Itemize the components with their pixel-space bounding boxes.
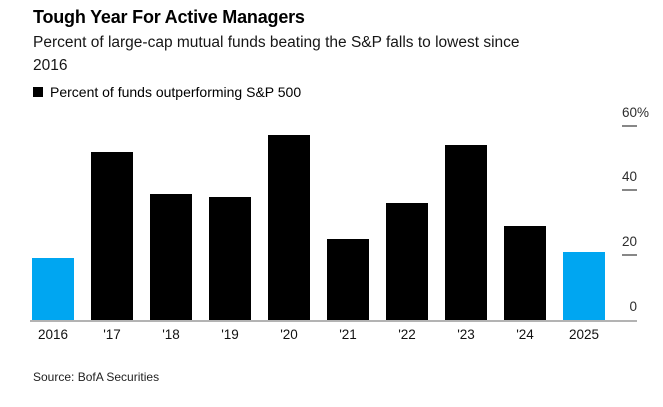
bar-23 (445, 145, 487, 320)
y-tick-label-20: 20 (621, 234, 637, 250)
x-label-22: '22 (398, 327, 416, 342)
x-axis-line (30, 320, 637, 322)
x-label-2025: 2025 (568, 327, 600, 342)
y-tick-dash-20 (622, 254, 637, 257)
source-note: Source: BofA Securities (33, 370, 160, 384)
chart-title: Tough Year For Active Managers (33, 7, 305, 27)
chart-subtitle-line1: Percent of large-cap mutual funds beatin… (33, 34, 520, 51)
x-label-18: '18 (162, 327, 180, 342)
bar-18 (150, 193, 192, 320)
x-label-20: '20 (280, 327, 298, 342)
legend-label: Percent of funds outperforming S&P 500 (50, 84, 302, 100)
bar-2025 (563, 251, 605, 320)
bar-2016 (32, 258, 74, 320)
bar-17 (91, 151, 133, 320)
bar-20 (268, 135, 310, 320)
x-label-24: '24 (516, 327, 534, 342)
x-label-2016: 2016 (37, 327, 69, 342)
bar-24 (504, 226, 546, 320)
y-tick-label-60: 60% (621, 104, 650, 120)
bar-21 (327, 239, 369, 320)
legend-swatch-icon (33, 87, 43, 97)
y-tick-dash-60 (622, 124, 637, 127)
y-tick-label-0: 0 (629, 299, 637, 314)
bar-22 (386, 203, 428, 320)
x-label-23: '23 (457, 327, 475, 342)
y-tick-dash-40 (622, 189, 637, 192)
x-label-21: '21 (339, 327, 357, 342)
x-label-17: '17 (103, 327, 121, 342)
legend: Percent of funds outperforming S&P 500 (33, 84, 301, 100)
y-tick-label-40: 40 (621, 169, 637, 185)
chart-subtitle: Percent of large-cap mutual funds beatin… (33, 31, 520, 77)
bar-19 (209, 196, 251, 320)
chart-subtitle-line2: 2016 (33, 57, 68, 74)
percent-suffix: % (637, 104, 650, 120)
x-label-19: '19 (221, 327, 239, 342)
